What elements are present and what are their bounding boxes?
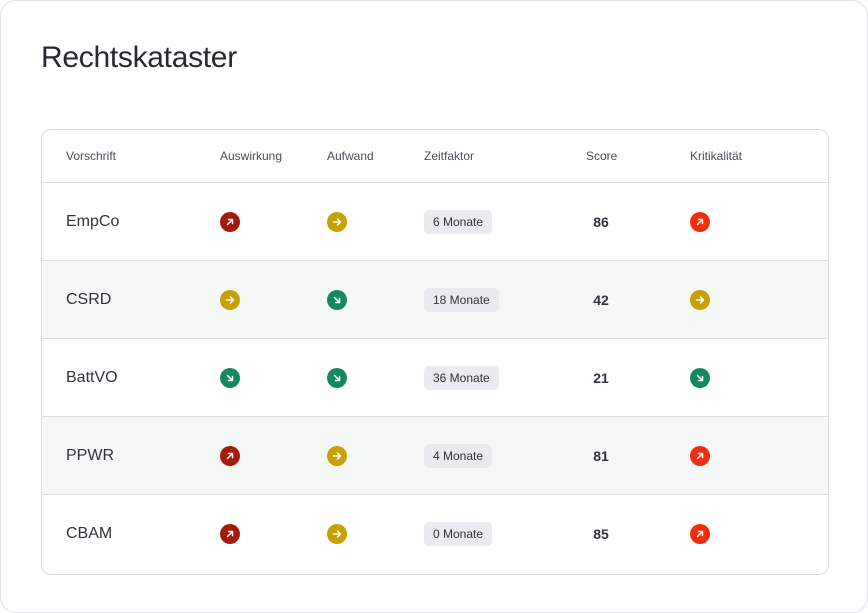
column-header-regulation[interactable]: Vorschrift — [66, 149, 117, 163]
effort-indicator — [327, 289, 347, 310]
impact-indicator — [220, 289, 240, 310]
criticality-indicator — [690, 524, 710, 544]
arrow-up-right-icon — [226, 452, 234, 459]
table-row[interactable]: PPWR 4 Monate 81 — [42, 417, 828, 495]
score-value: 21 — [593, 369, 609, 386]
arrow-right-icon — [695, 295, 705, 304]
arrow-down-right-icon — [226, 374, 234, 381]
arrow-down-right-icon — [696, 374, 704, 381]
table-body: EmpCo 6 Monate 86 CSRD 18 Monate 42 Batt… — [42, 183, 828, 573]
impact-indicator — [220, 524, 240, 544]
effort-indicator — [327, 211, 347, 232]
effort-indicator — [327, 445, 347, 466]
score-value: 81 — [593, 447, 609, 464]
impact-indicator — [220, 211, 240, 232]
regulations-table: Vorschrift Auswirkung Aufwand Zeitfaktor… — [41, 129, 829, 575]
column-header-time-factor[interactable]: Zeitfaktor — [424, 149, 475, 163]
regulation-name: CBAM — [66, 525, 113, 542]
column-header-score[interactable]: Score — [586, 149, 618, 163]
regulation-name: CSRD — [66, 290, 112, 308]
score-value: 86 — [593, 213, 609, 230]
page-title: Rechtskataster — [41, 41, 237, 74]
time-factor-badge: 6 Monate — [424, 209, 493, 234]
impact-indicator — [220, 445, 240, 466]
arrow-up-right-icon — [696, 530, 704, 538]
time-factor-badge: 0 Monate — [424, 522, 493, 546]
time-factor-badge: 36 Monate — [424, 365, 499, 390]
arrow-right-icon — [332, 530, 342, 538]
column-header-criticality[interactable]: Kritikalität — [690, 149, 743, 163]
arrow-right-icon — [332, 217, 342, 226]
impact-indicator — [220, 367, 240, 388]
criticality-indicator — [690, 367, 710, 388]
criticality-indicator — [690, 211, 710, 232]
arrow-right-icon — [332, 451, 342, 460]
arrow-up-right-icon — [696, 218, 704, 225]
score-value: 85 — [593, 526, 609, 542]
regulation-name: BattVO — [66, 368, 118, 386]
table-row[interactable]: BattVO 36 Monate 21 — [42, 339, 828, 417]
regulation-name: PPWR — [66, 446, 114, 464]
criticality-indicator — [690, 445, 710, 466]
effort-indicator — [327, 524, 347, 544]
regulation-name: EmpCo — [66, 212, 120, 230]
criticality-indicator — [690, 289, 710, 310]
arrow-down-right-icon — [333, 374, 341, 381]
table-row[interactable]: CSRD 18 Monate 42 — [42, 261, 828, 339]
time-factor-badge: 4 Monate — [424, 443, 493, 468]
column-header-effort[interactable]: Aufwand — [327, 149, 374, 163]
arrow-up-right-icon — [226, 530, 234, 538]
arrow-down-right-icon — [333, 296, 341, 303]
score-value: 42 — [593, 291, 609, 308]
arrow-right-icon — [225, 295, 235, 304]
arrow-up-right-icon — [226, 218, 234, 225]
table-row[interactable]: EmpCo 6 Monate 86 — [42, 183, 828, 261]
table-header: Vorschrift Auswirkung Aufwand Zeitfaktor… — [42, 130, 828, 183]
arrow-up-right-icon — [696, 452, 704, 459]
time-factor-badge: 18 Monate — [424, 287, 499, 312]
column-header-impact[interactable]: Auswirkung — [220, 149, 283, 163]
table-row[interactable]: CBAM 0 Monate 85 — [42, 495, 828, 573]
effort-indicator — [327, 367, 347, 388]
